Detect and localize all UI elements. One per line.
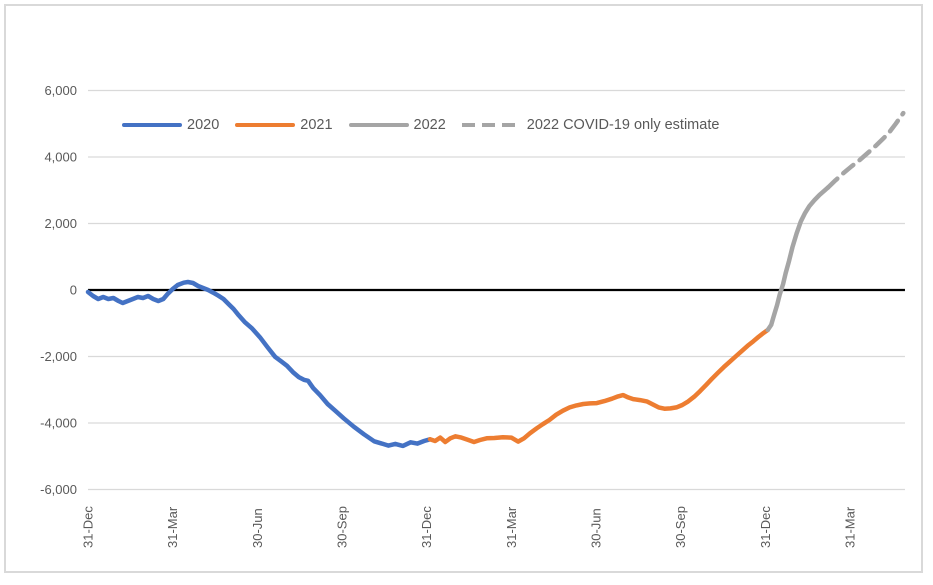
legend-label: 2022 COVID-19 only estimate [526,117,720,133]
legend-label: 2022 [413,117,446,133]
legend-item-2021: 2021 [235,117,333,133]
y-axis-tick-label: -4,000 [40,416,77,431]
x-axis-tick-label: 30-Jun [588,508,603,548]
legend-label: 2021 [300,117,333,133]
x-axis-tick-label: 30-Jun [250,508,265,548]
y-axis-tick-label: -2,000 [40,349,77,364]
series-line-2022 [765,185,831,333]
y-axis-tick-label: -6,000 [40,482,77,497]
y-axis-tick-label: 2,000 [44,216,77,231]
x-axis-tick-label: 31-Dec [758,506,773,548]
y-axis-tick-label: 6,000 [44,83,77,98]
legend-line-swatch [235,122,296,128]
x-axis-tick-label: 31-Mar [504,506,519,548]
y-axis-tick-label: 0 [70,283,77,298]
series-line-2020 [85,279,433,449]
x-axis-tick-label: 30-Sep [673,506,688,548]
x-axis-tick-label: 31-Mar [165,506,180,548]
x-axis-tick-label: 31-Dec [419,506,434,548]
legend-line-swatch [348,122,409,128]
legend-item-2020: 2020 [122,117,219,133]
x-axis-tick-label: 30-Sep [334,506,349,548]
x-axis-tick-label: 31-Mar [842,506,857,548]
legend-item-2022: 2022 [348,117,446,133]
series-line-2022-covid-19-only-estimate [825,110,906,190]
legend-line-swatch [122,122,182,128]
legend-item-2022-covid-19-only-estimate: 2022 COVID-19 only estimate [461,117,720,133]
chart-legend: 2020 2021 2022 2022 COVID-19 only estimate [122,114,719,136]
legend-label: 2020 [187,117,220,133]
y-axis-tick-label: 4,000 [44,150,77,165]
x-axis-tick-label: 31-Dec [81,506,96,548]
series-line-2021 [427,327,771,445]
legend-dashed-line-swatch [461,122,522,128]
